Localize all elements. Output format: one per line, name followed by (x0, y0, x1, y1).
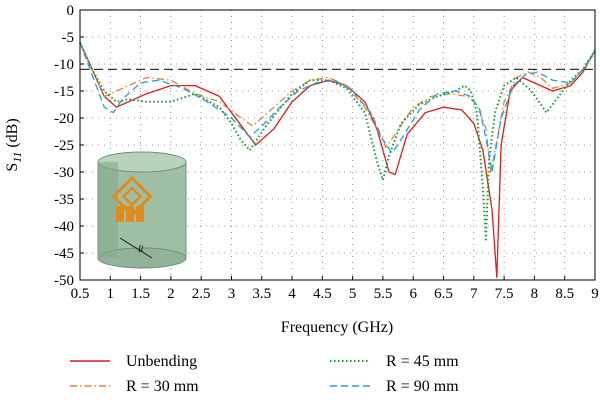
x-tick-label: 8 (531, 286, 539, 302)
legend-label-4: R = 90 mm (386, 378, 459, 395)
y-tick-label: -5 (62, 30, 75, 46)
legend-label-1: Unbending (126, 353, 197, 370)
y-tick-label: 0 (67, 3, 75, 19)
x-tick-label: 3.5 (252, 286, 271, 302)
x-tick-label: 6 (409, 286, 417, 302)
y-axis-title-sub: 11 (10, 152, 24, 163)
x-tick-label: 2.5 (192, 286, 211, 302)
y-axis-title-main: S (4, 163, 21, 172)
x-tick-label: 3 (228, 286, 236, 302)
y-tick-label: -10 (54, 57, 74, 73)
antenna-inset-illustration: R (97, 151, 187, 269)
x-tick-label: 5 (349, 286, 357, 302)
y-tick-label: -30 (54, 165, 74, 181)
series-line-3 (79, 41, 596, 241)
x-tick-label: 1.5 (131, 286, 150, 302)
x-tick-label: 0.5 (71, 286, 90, 302)
series-line-2 (79, 42, 596, 173)
y-axis-title: S11 (dB) (4, 118, 24, 171)
x-tick-label: 5.5 (374, 286, 393, 302)
x-tick-label: 4.5 (313, 286, 332, 302)
y-tick-label: -20 (54, 111, 74, 127)
y-tick-label: -15 (54, 84, 74, 100)
legend-label-3: R = 45 mm (386, 353, 459, 370)
y-tick-label: -35 (54, 192, 74, 208)
y-axis-title-unit: (dB) (4, 118, 21, 151)
svg-text:R: R (137, 244, 144, 254)
y-tick-label: -45 (54, 246, 74, 262)
series-line-4 (79, 42, 596, 173)
axis-ticks: 0.5 1 1.5 2 2.5 3 3.5 4 4.5 5 5.5 6 6.5 7 7.5 8 8.5 9 0 -5 -… (54, 3, 599, 302)
x-axis-title: Frequency (GHz) (281, 319, 393, 336)
x-tick-label: 9 (591, 286, 599, 302)
x-tick-label: 2 (167, 286, 175, 302)
x-tick-label: 7.5 (495, 286, 514, 302)
x-tick-label: 8.5 (555, 286, 574, 302)
legend-label-2: R = 30 mm (126, 378, 199, 395)
y-tick-label: -40 (54, 219, 74, 235)
series-layer (79, 41, 596, 278)
y-tick-label: -25 (54, 138, 74, 154)
legend: Unbending R = 30 mm R = 45 mm R = 90 mm (70, 353, 459, 395)
x-tick-label: 1 (107, 286, 115, 302)
x-tick-label: 4 (288, 286, 296, 302)
x-tick-label: 6.5 (434, 286, 453, 302)
series-line-1 (79, 42, 596, 278)
x-tick-label: 7 (470, 286, 478, 302)
y-tick-label: -50 (54, 273, 74, 289)
